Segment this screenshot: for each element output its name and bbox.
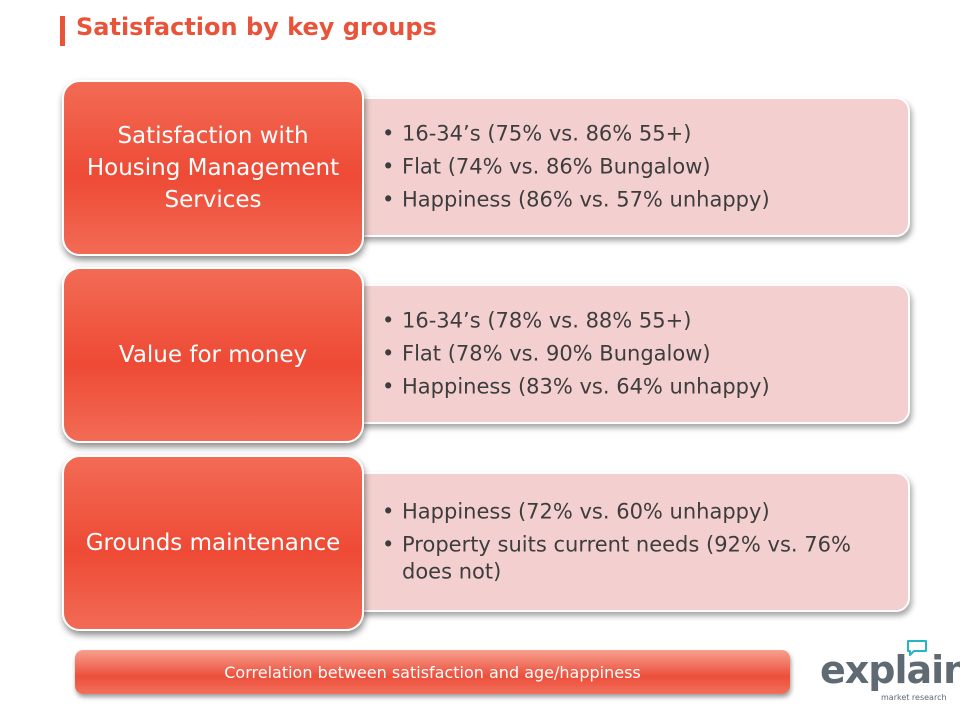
logo-tagline: market research [881,693,947,702]
group-label: Value for money [62,267,364,443]
group-label: Grounds maintenance [62,455,364,631]
bullet-dot: • [382,121,395,146]
list-item: • Property suits current needs (92% vs. 7… [382,532,894,586]
bullet-dot: • [382,154,395,179]
bullet-text: Flat (74% vs. 86% Bungalow) [402,154,711,179]
bullet-list: • Happiness (72% vs. 60% unhappy) • Proper… [382,493,894,592]
explain-logo: explain market research [820,640,960,702]
list-item: • 16-34’s (75% vs. 86% 55+) [382,121,894,148]
bullet-dot: • [382,187,395,212]
bullet-dot: • [382,341,395,366]
bullet-text: Property suits current needs (92% vs. 76… [402,532,851,584]
list-item: • Happiness (86% vs. 57% unhappy) [382,187,894,214]
speech-bubble-icon [907,640,927,656]
group-label: Satisfaction with Housing Management Ser… [62,80,364,256]
logo-wordmark: explain [820,648,960,692]
bullet-text: 16-34’s (78% vs. 88% 55+) [402,308,692,333]
page-title: Satisfaction by key groups [76,13,437,41]
bullet-dot: • [382,308,395,333]
list-item: • Happiness (72% vs. 60% unhappy) [382,499,894,526]
bullet-dot: • [382,374,395,399]
list-item: • Flat (74% vs. 86% Bungalow) [382,154,894,181]
bullet-text: Happiness (72% vs. 60% unhappy) [402,499,770,524]
bullet-dot: • [382,532,395,557]
bullet-text: 16-34’s (75% vs. 86% 55+) [402,121,692,146]
bullet-text: Happiness (86% vs. 57% unhappy) [402,187,770,212]
bullet-text: Happiness (83% vs. 64% unhappy) [402,374,770,399]
bullet-panel: • Happiness (72% vs. 60% unhappy) • Proper… [300,472,910,612]
list-item: • Happiness (83% vs. 64% unhappy) [382,374,894,401]
bullet-list: • 16-34’s (75% vs. 86% 55+) • Flat (74% vs… [382,115,894,220]
bullet-text: Flat (78% vs. 90% Bungalow) [402,341,711,366]
footer-banner: Correlation between satisfaction and age… [75,650,790,694]
footer-text: Correlation between satisfaction and age… [224,662,641,682]
list-item: • 16-34’s (78% vs. 88% 55+) [382,308,894,335]
bullet-panel: • 16-34’s (78% vs. 88% 55+) • Flat (78% vs… [300,284,910,424]
title-accent-bar [60,16,65,46]
bullet-dot: • [382,499,395,524]
bullet-panel: • 16-34’s (75% vs. 86% 55+) • Flat (74% vs… [300,97,910,237]
list-item: • Flat (78% vs. 90% Bungalow) [382,341,894,368]
bullet-list: • 16-34’s (78% vs. 88% 55+) • Flat (78% vs… [382,302,894,407]
